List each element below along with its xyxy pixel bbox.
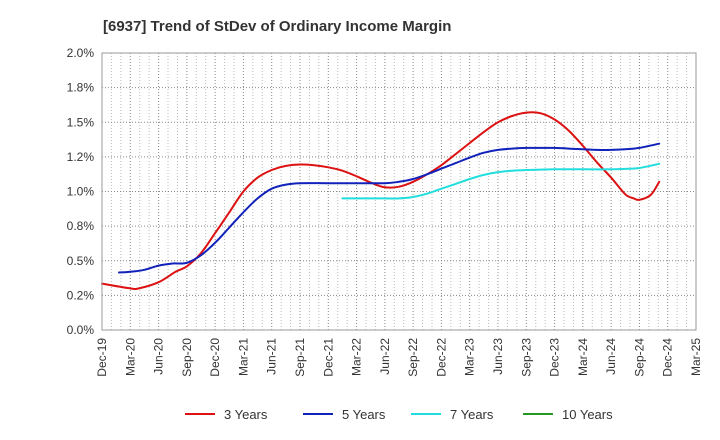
x-tick-label: Mar-21 <box>236 338 250 376</box>
x-tick-label: Sep-23 <box>519 338 533 377</box>
y-tick-label: 1.5% <box>67 115 95 129</box>
legend-item: 5 Years <box>303 407 386 422</box>
y-tick-label: 0.5% <box>67 254 95 268</box>
legend-label: 10 Years <box>562 407 613 422</box>
x-tick-label: Mar-23 <box>463 338 477 376</box>
legend-item: 7 Years <box>411 407 494 422</box>
x-axis-ticks: Dec-19 Mar-20 Jun-20 Sep-20 Dec-20 Mar-21 Jun-… <box>95 338 703 377</box>
series-line-7-years <box>341 162 661 200</box>
y-tick-label: 0.8% <box>67 219 95 233</box>
legend-item: 3 Years <box>185 407 268 422</box>
x-tick-label: Mar-20 <box>123 338 137 376</box>
x-tick-label: Mar-22 <box>350 338 364 376</box>
x-tick-label: Mar-25 <box>689 338 703 376</box>
x-tick-label: Sep-24 <box>632 338 646 377</box>
x-tick-label: Dec-22 <box>434 338 448 377</box>
x-tick-label: Sep-20 <box>180 338 194 377</box>
legend-label: 3 Years <box>224 407 268 422</box>
x-tick-label: Dec-24 <box>661 338 675 377</box>
y-tick-label: 1.0% <box>67 185 95 199</box>
legend-label: 5 Years <box>342 407 386 422</box>
series-line-5-years <box>118 142 661 274</box>
x-tick-label: Jun-24 <box>604 338 618 375</box>
grid <box>102 53 696 330</box>
y-tick-label: 0.0% <box>67 323 95 337</box>
series-lines <box>101 111 661 291</box>
x-tick-label: Sep-22 <box>406 338 420 377</box>
series-line-3-years <box>101 111 661 291</box>
x-tick-label: Dec-19 <box>95 338 109 377</box>
x-tick-label: Sep-21 <box>293 338 307 377</box>
chart-title: [6937] Trend of StDev of Ordinary Income… <box>103 18 451 35</box>
x-tick-label: Dec-20 <box>208 338 222 377</box>
y-tick-label: 2.0% <box>67 46 95 60</box>
y-tick-label: 1.2% <box>67 150 95 164</box>
x-tick-label: Dec-23 <box>548 338 562 377</box>
x-tick-label: Jun-22 <box>378 338 392 375</box>
plot-border <box>101 52 697 331</box>
legend-label: 7 Years <box>450 407 494 422</box>
x-tick-label: Dec-21 <box>321 338 335 377</box>
x-tick-label: Jun-20 <box>152 338 166 375</box>
legend-item: 10 Years <box>523 407 613 422</box>
x-tick-label: Jun-23 <box>491 338 505 375</box>
y-tick-label: 1.8% <box>67 81 95 95</box>
y-axis-ticks: 0.0% 0.2% 0.5% 0.8% 1.0% 1.2% 1.5% 1.8% 2.0% <box>67 46 95 337</box>
legend: 3 Years 5 Years 7 Years 10 Years <box>185 407 613 422</box>
x-tick-label: Jun-21 <box>265 338 279 375</box>
x-tick-label: Mar-24 <box>576 338 590 376</box>
y-tick-label: 0.2% <box>67 288 95 302</box>
